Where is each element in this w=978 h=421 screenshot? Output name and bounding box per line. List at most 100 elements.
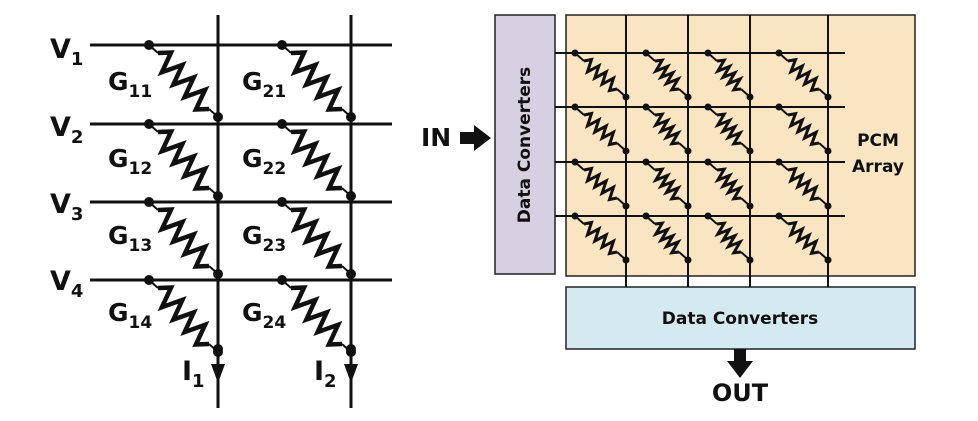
pcm-cell-3-3-node-out xyxy=(746,202,754,210)
pcm-cell-4-2-node xyxy=(642,212,650,220)
resistor-g14-zigzag xyxy=(157,285,210,347)
pcm-cell-2-3-node-out xyxy=(746,147,754,155)
crossbar-resistors xyxy=(144,40,356,357)
resistor-g21-node xyxy=(277,40,287,50)
pcm-cell-2-4-node-out xyxy=(824,147,832,155)
pcm-cell-3-2-node xyxy=(642,158,650,166)
output-label: OUT xyxy=(712,379,769,407)
pcm-array-cells xyxy=(571,49,832,264)
pcm-cell-2-2-zigzag xyxy=(652,112,682,146)
pcm-cell-4-4-zigzag xyxy=(787,220,820,256)
resistor-g12-node-out xyxy=(213,191,223,201)
pcm-cell-3-4-node-out xyxy=(824,202,832,210)
pcm-cell-4-4-node-out xyxy=(824,256,832,264)
resistor-g14-node xyxy=(144,275,154,285)
pcm-cell-1-1-zigzag xyxy=(583,57,618,93)
resistor-g11-zigzag xyxy=(157,50,210,112)
pcm-array-label-line2: Array xyxy=(852,157,904,177)
conductance-label-g23: G23 xyxy=(242,221,286,256)
resistor-g13-node-out xyxy=(213,269,223,279)
output-node-1 xyxy=(213,344,223,354)
row-data-converters-box xyxy=(494,14,556,275)
conductance-label-g24: G24 xyxy=(242,298,286,333)
pcm-cell-1-2-node xyxy=(642,49,650,57)
current-arrow-i1 xyxy=(211,364,225,383)
pcm-cell-4-3-node xyxy=(704,212,712,220)
pcm-cell-4-4-node xyxy=(775,212,783,220)
resistor-g13-zigzag xyxy=(157,207,210,269)
pcm-cell-1-4-zigzag xyxy=(787,57,820,93)
resistor-g21-node-out xyxy=(346,112,356,122)
voltage-label-v1: V1 xyxy=(50,34,83,70)
pcm-cell-2-2-node-out xyxy=(684,147,692,155)
output-arrow-icon xyxy=(727,349,753,378)
pcm-cell-2-3-zigzag xyxy=(714,112,744,146)
pcm-cell-2-4-zigzag xyxy=(787,111,820,147)
pcm-cell-4-2-zigzag xyxy=(652,221,682,255)
pcm-cell-1-1-node-out xyxy=(622,93,630,101)
input-arrow-icon xyxy=(460,125,491,151)
column-converters-label: Data Converters xyxy=(662,309,819,329)
pcm-cell-3-2-zigzag xyxy=(652,167,682,201)
row-converters-label: Data Converters xyxy=(515,67,535,224)
pcm-cell-4-1-node xyxy=(571,212,579,220)
pcm-cell-3-3-node xyxy=(704,158,712,166)
pcm-cell-2-1-zigzag xyxy=(583,111,618,147)
conductance-label-g22: G22 xyxy=(242,144,286,179)
resistor-g24-zigzag xyxy=(290,285,343,347)
pcm-cell-3-4-zigzag xyxy=(787,166,820,202)
pcm-cell-3-1-zigzag xyxy=(583,166,618,202)
output-node-2 xyxy=(346,344,356,354)
pcm-cell-4-2-node-out xyxy=(684,256,692,264)
pcm-cell-2-2-node xyxy=(642,103,650,111)
resistor-g22-node xyxy=(277,119,287,129)
pcm-cell-3-4-node xyxy=(775,158,783,166)
pcm-cell-1-2-node-out xyxy=(684,93,692,101)
resistor-g21-zigzag xyxy=(290,50,343,112)
voltage-label-v3: V3 xyxy=(50,189,83,225)
current-arrow-i2 xyxy=(344,364,358,383)
resistor-g22-node-out xyxy=(346,191,356,201)
conductance-label-g11: G11 xyxy=(108,67,152,102)
pcm-cell-4-1-zigzag xyxy=(583,220,618,256)
conductance-label-g13: G13 xyxy=(108,221,152,256)
resistor-g11-node-out xyxy=(213,112,223,122)
conductance-label-g12: G12 xyxy=(108,144,152,179)
column-data-converters-box xyxy=(565,286,916,350)
resistor-g12-zigzag xyxy=(157,129,210,191)
pcm-cell-1-3-zigzag xyxy=(714,58,744,92)
resistor-g23-node xyxy=(277,197,287,207)
pcm-cell-2-1-node xyxy=(571,103,579,111)
left-crossbar-circuit: V1 V2 V3 V4 G11 G12 G13 G14 G21 G22 xyxy=(50,15,392,408)
input-label: IN xyxy=(421,123,451,152)
pcm-array-label-line1: PCM xyxy=(857,131,899,151)
pcm-cell-1-4-node xyxy=(775,49,783,57)
pcm-system: Data Converters Data Converters PCM Arra… xyxy=(421,14,916,407)
pcm-cell-4-3-node-out xyxy=(746,256,754,264)
resistor-g23-zigzag xyxy=(290,207,343,269)
current-label-i2: I2 xyxy=(314,356,337,392)
conductance-label-g14: G14 xyxy=(108,298,152,333)
pcm-cell-2-4-node xyxy=(775,103,783,111)
pcm-cell-3-1-node xyxy=(571,158,579,166)
resistor-g12-node xyxy=(144,119,154,129)
pcm-cell-2-3-node xyxy=(704,103,712,111)
conductance-label-g21: G21 xyxy=(242,67,286,102)
pcm-cell-1-3-node-out xyxy=(746,93,754,101)
resistor-g24-node xyxy=(277,275,287,285)
pcm-cell-3-1-node-out xyxy=(622,202,630,210)
pcm-cell-1-2-zigzag xyxy=(652,58,682,92)
current-label-i1: I1 xyxy=(182,356,205,392)
pcm-cell-3-2-node-out xyxy=(684,202,692,210)
pcm-cell-3-3-zigzag xyxy=(714,167,744,201)
pcm-array-box xyxy=(565,14,916,277)
pcm-cell-1-1-node xyxy=(571,49,579,57)
resistor-g22-zigzag xyxy=(290,129,343,191)
resistor-g11-node xyxy=(144,40,154,50)
pcm-cell-2-1-node-out xyxy=(622,147,630,155)
voltage-label-v2: V2 xyxy=(50,112,83,148)
pcm-cell-4-1-node-out xyxy=(622,256,630,264)
pcm-cell-4-3-zigzag xyxy=(714,221,744,255)
voltage-label-v4: V4 xyxy=(50,266,83,302)
